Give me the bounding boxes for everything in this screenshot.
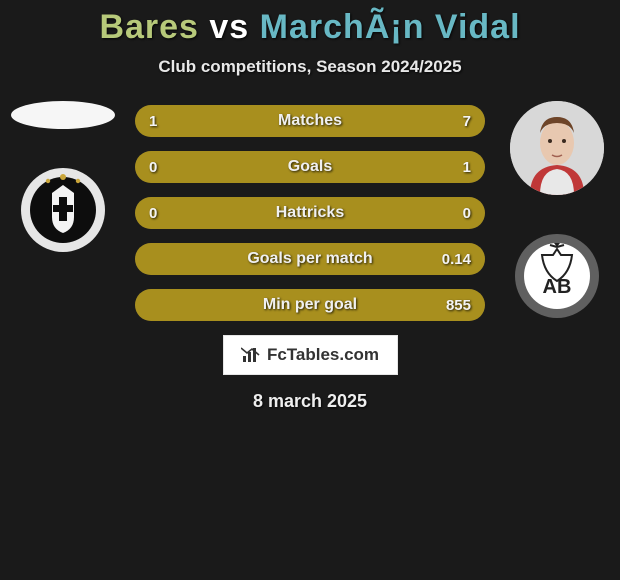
albacete-crest-icon: AB	[514, 233, 600, 319]
stat-right-value: 0.14	[442, 251, 471, 268]
stat-label: Goals per match	[135, 250, 485, 268]
left-player-avatar	[11, 101, 115, 129]
stat-row: 1Matches7	[135, 105, 485, 137]
subtitle: Club competitions, Season 2024/2025	[0, 57, 620, 77]
stat-right-value: 855	[446, 297, 471, 314]
stat-row: Goals per match0.14	[135, 243, 485, 275]
stat-label: Min per goal	[135, 296, 485, 314]
bar-chart-icon	[241, 346, 261, 364]
right-club-logo: AB	[512, 231, 602, 321]
left-club-logo	[18, 165, 108, 255]
title-left: Bares	[99, 8, 199, 46]
comparison-content: AB 1Matches70Goals10Hattricks0Goals per …	[0, 105, 620, 412]
burgos-crest-icon	[20, 167, 106, 253]
stat-bars: 1Matches70Goals10Hattricks0Goals per mat…	[135, 105, 485, 321]
left-player-column	[8, 101, 118, 255]
right-player-column: AB	[502, 101, 612, 321]
stat-label: Hattricks	[135, 204, 485, 222]
stat-row: 0Goals1	[135, 151, 485, 183]
page-title: Bares vs MarchÃ¡n Vidal	[0, 0, 620, 47]
stat-right-value: 1	[463, 159, 471, 176]
title-vs: vs	[199, 8, 260, 46]
stat-right-value: 0	[463, 205, 471, 222]
stat-right-value: 7	[463, 113, 471, 130]
svg-text:AB: AB	[543, 276, 572, 298]
title-right: MarchÃ¡n Vidal	[260, 8, 521, 46]
watermark: FcTables.com	[223, 335, 398, 375]
stat-label: Goals	[135, 158, 485, 176]
right-player-avatar	[510, 101, 604, 195]
date: 8 march 2025	[0, 391, 620, 412]
watermark-text: FcTables.com	[267, 345, 379, 365]
player-face-icon	[510, 101, 604, 195]
stat-row: 0Hattricks0	[135, 197, 485, 229]
stat-label: Matches	[135, 112, 485, 130]
stat-row: Min per goal855	[135, 289, 485, 321]
